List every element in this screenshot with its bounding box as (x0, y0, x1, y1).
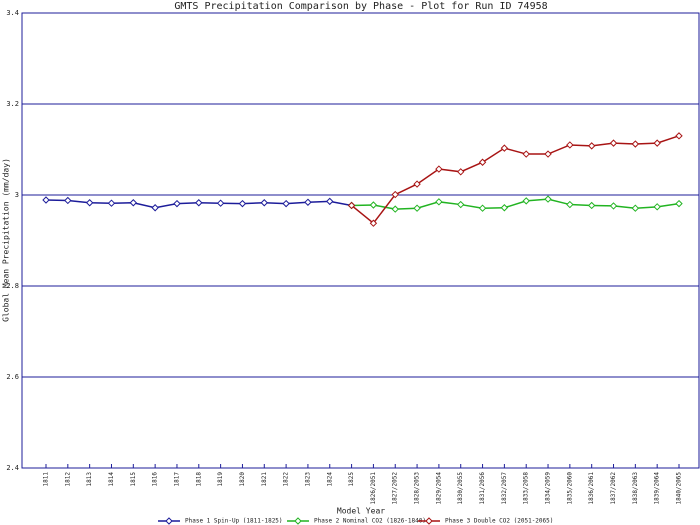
point-marker (435, 198, 443, 206)
point-marker (653, 203, 661, 211)
x-tick-label: 1827/2052 (392, 472, 399, 505)
x-tick-label: 1840/2065 (676, 472, 683, 505)
x-tick-label: 1838/2063 (632, 472, 639, 505)
x-tick-label: 1811 (43, 472, 50, 487)
point-marker (675, 199, 683, 208)
y-tick-label: 2.6 (6, 373, 19, 381)
x-tick-label: 1835/2060 (566, 472, 573, 505)
x-tick-label: 1817 (173, 472, 180, 487)
x-tick-label: 1820 (239, 472, 246, 487)
legend-label: Phase 3 Double CO2 (2051-2065) (445, 518, 553, 525)
x-tick-label: 1821 (261, 472, 268, 487)
point-marker (675, 132, 683, 140)
point-marker (566, 200, 574, 209)
x-tick-label: 1814 (108, 472, 115, 487)
point-marker (500, 144, 509, 152)
x-tick-label: 1823 (304, 472, 311, 487)
y-tick-label: 2.8 (6, 282, 19, 290)
x-axis-label: Model Year (337, 507, 385, 516)
point-marker (216, 199, 225, 207)
point-marker (544, 150, 552, 158)
point-marker (195, 199, 203, 207)
point-marker (238, 199, 247, 208)
point-marker (653, 139, 661, 147)
x-tick-label: 1829/2054 (435, 472, 442, 505)
legend-marker (425, 517, 433, 525)
legend-marker (294, 517, 302, 525)
series-line (351, 198, 680, 210)
point-marker (435, 165, 443, 173)
point-marker (173, 199, 181, 208)
x-tick-label: 1822 (283, 472, 290, 487)
chart-title: GMTS Precipitation Comparison by Phase -… (174, 1, 547, 12)
x-tick-label: 1816 (152, 472, 159, 487)
point-marker (413, 180, 421, 188)
plot-frame (21, 12, 700, 469)
point-marker (631, 204, 640, 212)
x-tick-label: 1824 (326, 472, 333, 487)
point-marker (500, 204, 509, 212)
point-marker (587, 201, 596, 210)
y-tick-label: 3.2 (6, 100, 19, 108)
point-marker (326, 197, 334, 206)
x-tick-label: 1836/2061 (588, 472, 595, 505)
legend-label: Phase 1 Spin-Up (1811-1825) (185, 518, 283, 525)
x-tick-label: 1839/2064 (654, 472, 661, 505)
point-marker (347, 201, 356, 210)
x-tick-label: 1830/2055 (457, 472, 464, 505)
x-tick-label: 1834/2059 (545, 472, 552, 505)
series-line (351, 135, 680, 225)
x-tick-label: 1819 (217, 472, 224, 487)
point-marker (129, 199, 138, 207)
point-marker (544, 195, 552, 203)
point-marker (609, 139, 618, 147)
point-marker (478, 204, 487, 212)
point-marker (260, 199, 268, 207)
x-tick-label: 1837/2062 (610, 472, 617, 505)
point-marker (391, 190, 399, 199)
point-marker (85, 199, 94, 207)
x-tick-label: 1828/2053 (414, 472, 421, 505)
point-marker (64, 196, 72, 205)
point-marker (457, 200, 465, 209)
point-marker (457, 168, 465, 176)
y-tick-label: 3 (15, 191, 19, 199)
point-marker (522, 150, 530, 158)
point-marker (369, 201, 378, 209)
x-tick-label: 1812 (64, 472, 71, 487)
point-marker (631, 140, 640, 148)
x-tick-label: 1813 (86, 472, 93, 487)
x-tick-label: 1825 (348, 472, 355, 487)
point-marker (42, 196, 50, 204)
point-marker (304, 198, 312, 206)
point-marker (609, 202, 618, 210)
y-tick-label: 2.4 (6, 464, 19, 472)
legend-marker (165, 517, 173, 525)
point-marker (107, 199, 116, 207)
point-marker (587, 142, 596, 150)
point-marker (369, 219, 378, 227)
point-marker (478, 158, 487, 166)
point-marker (151, 204, 159, 212)
point-marker (391, 205, 399, 213)
x-tick-label: 1815 (130, 472, 137, 487)
point-marker (522, 197, 530, 205)
x-tick-label: 1818 (195, 472, 202, 487)
point-marker (282, 199, 290, 208)
point-marker (413, 204, 421, 212)
y-tick-label: 3.4 (6, 9, 19, 17)
x-tick-label: 1831/2056 (479, 472, 486, 505)
legend-label: Phase 2 Nominal CO2 (1826-1840) (314, 518, 426, 525)
x-tick-label: 1832/2057 (501, 472, 508, 505)
x-tick-label: 1833/2058 (523, 472, 530, 505)
y-axis-label: Global Mean Precipitation (mm/day) (2, 158, 11, 322)
point-marker (566, 141, 574, 149)
x-tick-label: 1826/2051 (370, 472, 377, 505)
